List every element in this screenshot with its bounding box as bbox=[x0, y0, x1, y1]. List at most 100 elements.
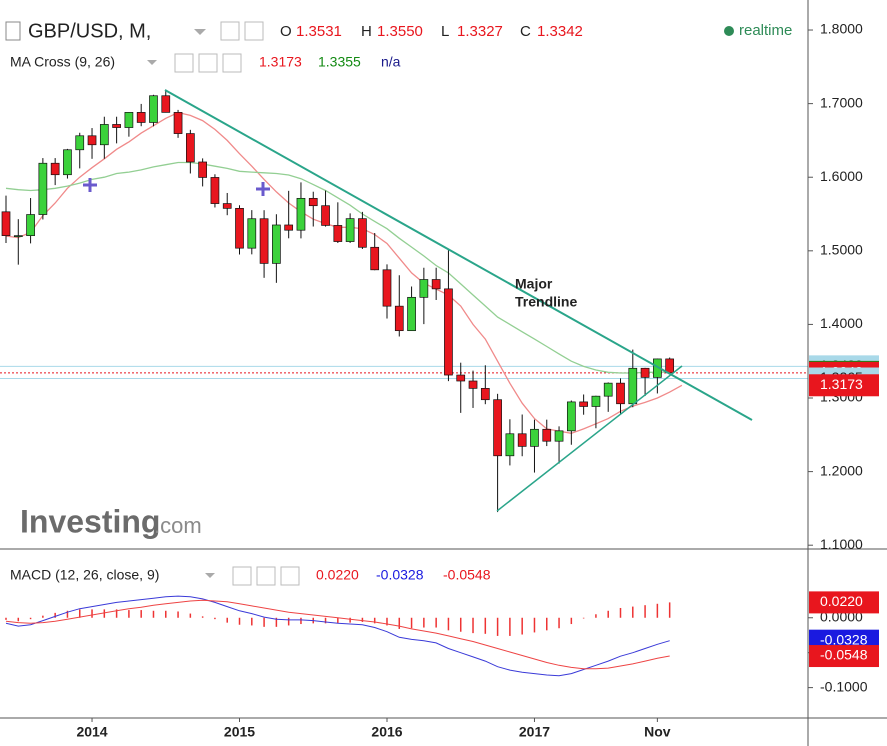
histogram-bar bbox=[472, 617, 474, 634]
ohlc-label: O bbox=[280, 23, 292, 40]
dropdown-icon[interactable] bbox=[194, 29, 206, 35]
histogram-bar bbox=[558, 617, 560, 629]
price-label-box bbox=[809, 645, 879, 668]
histogram-bar bbox=[5, 617, 7, 620]
candle-body bbox=[505, 433, 515, 457]
histogram-bar bbox=[533, 617, 536, 633]
histogram-bar bbox=[78, 609, 81, 618]
dropdown-icon[interactable] bbox=[147, 60, 157, 65]
indicator-value: 1.3355 bbox=[318, 54, 361, 70]
plot-layer bbox=[0, 89, 808, 677]
close-icon[interactable] bbox=[222, 53, 242, 73]
eye-icon[interactable] bbox=[232, 566, 252, 586]
histogram-bar bbox=[201, 616, 204, 618]
dropdown-icon[interactable] bbox=[205, 573, 215, 578]
candle-body bbox=[63, 149, 72, 176]
price-label-box bbox=[809, 591, 879, 614]
histogram-bar bbox=[619, 607, 622, 618]
histogram-bar bbox=[54, 612, 56, 618]
candle-body bbox=[161, 95, 171, 113]
histogram-bar bbox=[668, 602, 671, 618]
histogram-bar bbox=[103, 609, 106, 618]
eye-icon[interactable] bbox=[220, 21, 240, 41]
candle-body bbox=[198, 161, 207, 178]
candle-body bbox=[222, 203, 232, 209]
histogram-bar bbox=[128, 610, 130, 618]
histogram-bar bbox=[398, 617, 401, 629]
realtime-dot bbox=[724, 26, 734, 36]
price-label: -0.0548 bbox=[820, 647, 868, 663]
histogram-bar bbox=[595, 614, 597, 618]
histogram-bar bbox=[373, 617, 376, 624]
histogram-bar bbox=[91, 609, 93, 618]
histogram-bar bbox=[324, 617, 327, 624]
y-tick-label: 1.8000 bbox=[820, 21, 863, 37]
candle-body bbox=[26, 214, 35, 237]
ohlc-label: L bbox=[441, 23, 449, 40]
candle-body bbox=[616, 382, 625, 405]
histogram-bar bbox=[300, 617, 302, 625]
candle-body bbox=[87, 135, 97, 146]
settings-icon[interactable] bbox=[244, 21, 264, 41]
watermark: .com bbox=[154, 513, 202, 538]
macd-title: MACD (12, 26, close, 9) bbox=[10, 567, 159, 583]
histogram-bar bbox=[349, 617, 351, 623]
candle-body bbox=[628, 367, 638, 405]
candle-body bbox=[407, 296, 416, 332]
histogram-bar bbox=[582, 617, 585, 619]
eye-icon[interactable] bbox=[174, 53, 194, 73]
price-label: 1.3173 bbox=[820, 376, 863, 392]
candle-body bbox=[542, 428, 552, 442]
ohlc-label: C bbox=[520, 23, 531, 40]
histogram-bar bbox=[496, 617, 499, 636]
histogram-bar bbox=[521, 617, 523, 635]
candle-body bbox=[50, 162, 60, 176]
histogram-bar bbox=[423, 617, 425, 628]
candle-body bbox=[75, 135, 85, 151]
collapse-icon[interactable] bbox=[5, 21, 21, 41]
settings-icon[interactable] bbox=[198, 53, 218, 73]
y-tick-label: -0.1000 bbox=[820, 678, 868, 694]
x-tick-label: 2014 bbox=[76, 724, 107, 740]
candle-body bbox=[591, 395, 601, 407]
histogram-bar bbox=[177, 611, 179, 618]
y-tick-label: 1.1000 bbox=[820, 536, 863, 552]
candle-body bbox=[13, 235, 23, 238]
macd-line bbox=[5, 599, 670, 670]
macd-value: 0.0220 bbox=[316, 567, 359, 583]
candle-body bbox=[136, 112, 146, 123]
candle-body bbox=[272, 224, 281, 264]
histogram-bar bbox=[189, 613, 192, 618]
candle-body bbox=[235, 208, 244, 249]
moving-average bbox=[5, 161, 670, 374]
histogram-bar bbox=[632, 606, 634, 618]
x-tick-label: 2017 bbox=[519, 724, 550, 740]
candle-body bbox=[431, 279, 441, 290]
y-tick-label: 1.5000 bbox=[820, 242, 863, 258]
candle-body bbox=[517, 433, 527, 447]
histogram-bar bbox=[459, 617, 462, 632]
candle-body bbox=[530, 428, 539, 447]
candle-body bbox=[259, 218, 269, 264]
histogram-bar bbox=[509, 617, 511, 636]
annotation: Major bbox=[515, 276, 553, 292]
histogram-bar bbox=[29, 617, 32, 620]
candle-body bbox=[1, 211, 11, 237]
candle-body bbox=[394, 305, 404, 332]
price-label: 0.0220 bbox=[820, 593, 863, 609]
histogram-bar bbox=[275, 617, 278, 627]
settings-icon[interactable] bbox=[256, 566, 276, 586]
annotation: Trendline bbox=[515, 294, 577, 310]
candle-body bbox=[444, 288, 453, 376]
macd-line bbox=[5, 595, 670, 677]
candle-body bbox=[370, 246, 380, 271]
histogram-bar bbox=[165, 610, 167, 618]
close-icon[interactable] bbox=[280, 566, 300, 586]
histogram-bar bbox=[140, 610, 142, 618]
histogram-bar bbox=[115, 609, 118, 618]
histogram-bar bbox=[570, 617, 573, 625]
candle-body bbox=[382, 269, 392, 307]
candle-body bbox=[456, 374, 466, 382]
histogram-bar bbox=[484, 617, 487, 634]
